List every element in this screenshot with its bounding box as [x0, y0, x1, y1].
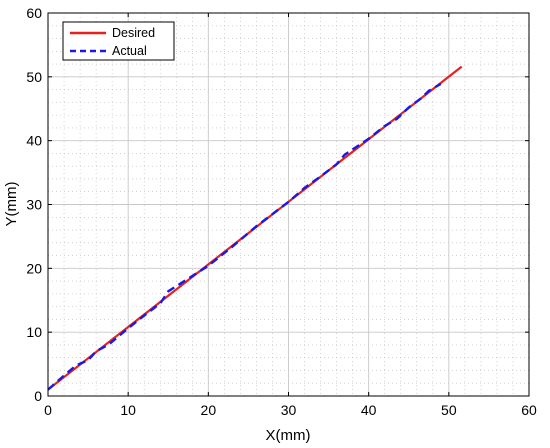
x-tick-label: 10 [120, 402, 136, 418]
y-tick-label: 30 [26, 197, 42, 213]
series-layer [47, 65, 463, 391]
x-tick-label: 60 [521, 402, 537, 418]
y-tick-label: 60 [26, 5, 42, 21]
y-tick-label: 40 [26, 133, 42, 149]
x-tick-label: 40 [361, 402, 377, 418]
x-tick-label: 30 [281, 402, 297, 418]
x-tick-label: 0 [44, 402, 52, 418]
x-axis-label: X(mm) [266, 427, 311, 444]
legend-label-desired: Desired [112, 26, 155, 40]
y-tick-label: 10 [26, 324, 42, 340]
y-tick-label: 50 [26, 69, 42, 85]
y-tick-label: 20 [26, 260, 42, 276]
legend-label-actual: Actual [112, 44, 147, 58]
axis-ticks [47, 12, 530, 397]
y-tick-label: 0 [34, 388, 42, 404]
x-tick-label: 50 [441, 402, 457, 418]
x-tick-label: 20 [201, 402, 217, 418]
tick-labels: 0 10 20 30 40 50 60 0 10 20 30 40 50 60 [26, 5, 537, 418]
legend-box [62, 21, 175, 61]
y-axis-label: Y(mm) [3, 182, 20, 227]
legend: Desired Actual [62, 21, 175, 61]
series-line-actual [47, 82, 442, 391]
